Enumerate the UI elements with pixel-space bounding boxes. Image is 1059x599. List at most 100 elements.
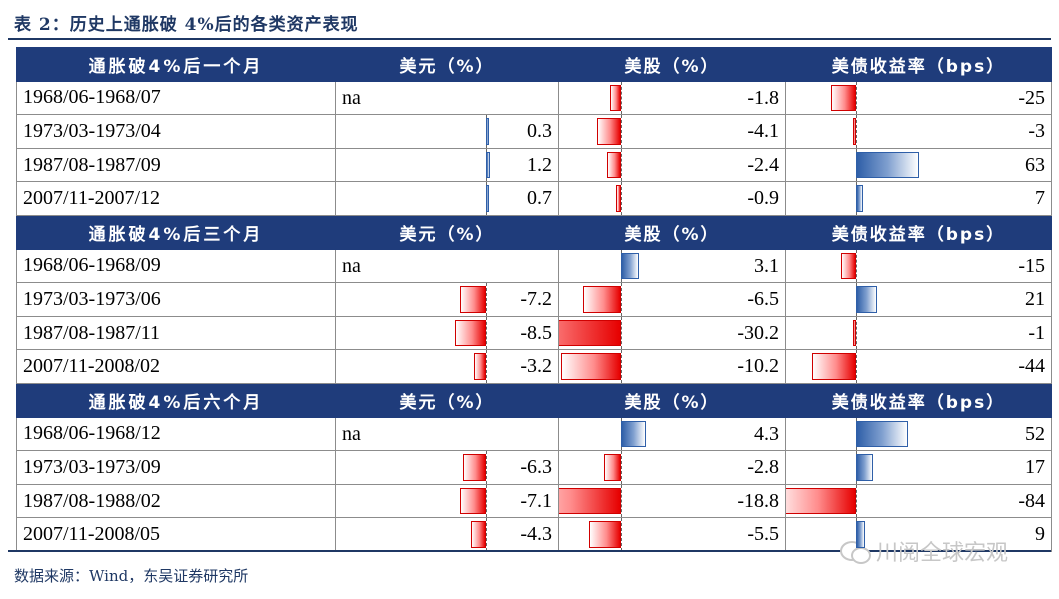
usd-value: -6.3 — [520, 456, 552, 479]
bonds-value: -44 — [1018, 355, 1045, 378]
bonds-cell: 63 — [785, 147, 1052, 183]
header-row: 通胀破4%后三个月 美元（%） 美股（%） 美债收益率（bps） — [16, 214, 1052, 250]
stocks-value: -2.8 — [747, 456, 779, 479]
usd-value: -8.5 — [520, 321, 552, 344]
bonds-value: -25 — [1018, 86, 1045, 109]
bonds-value: 21 — [1025, 288, 1045, 311]
stocks-data-bar — [596, 118, 621, 145]
usd-axis-line — [486, 350, 487, 383]
stocks-axis-line — [621, 115, 622, 148]
usd-axis-line — [486, 485, 487, 517]
period-cell: 1973/03-1973/04 — [16, 114, 336, 149]
usd-value: -7.1 — [520, 489, 552, 512]
stocks-value: 4.3 — [754, 422, 779, 445]
usd-cell: na — [335, 80, 559, 116]
bonds-value: -1 — [1028, 321, 1045, 344]
bottom-rule — [8, 550, 1051, 552]
table-row: 2007/11-2008/05 -4.3 -5.5 9 — [16, 517, 1052, 552]
table-row: 1973/03-1973/09 -6.3 -2.8 17 — [16, 450, 1052, 485]
stocks-data-bar — [606, 151, 621, 179]
usd-data-bar — [460, 286, 486, 313]
stocks-axis-line — [621, 350, 622, 383]
header-usd: 美元（%） — [335, 47, 559, 82]
usd-axis-line — [486, 283, 487, 316]
usd-data-bar — [470, 521, 486, 548]
bonds-cell: -3 — [785, 114, 1052, 149]
table-title: 表 2：历史上通胀破 4%后的各类资产表现 — [14, 15, 359, 35]
stocks-cell: -4.1 — [558, 114, 786, 149]
bonds-data-bar — [853, 319, 856, 347]
period-cell: 1968/06-1968/07 — [16, 80, 336, 116]
bonds-data-bar — [856, 286, 877, 313]
period-cell: 1987/08-1987/11 — [16, 315, 336, 351]
usd-cell: -7.2 — [335, 282, 559, 317]
bonds-axis-line — [856, 82, 857, 114]
bonds-cell: -84 — [785, 483, 1052, 519]
stocks-axis-line — [621, 485, 622, 517]
bonds-cell: -44 — [785, 349, 1052, 384]
stocks-axis-line — [621, 149, 622, 181]
table-row: 1968/06-1968/09 na 3.1 -15 — [16, 248, 1052, 284]
watermark: 川阅全球宏观 — [840, 535, 1008, 567]
bonds-value: -84 — [1018, 489, 1045, 512]
bonds-data-bar — [786, 487, 856, 515]
table-row: 1987/08-1988/02 -7.1 -18.8 -84 — [16, 483, 1052, 519]
usd-value: -7.2 — [520, 288, 552, 311]
header-stocks: 美股（%） — [558, 47, 786, 82]
header-usd: 美元（%） — [335, 382, 559, 418]
table-row: 1987/08-1987/09 1.2 -2.4 63 — [16, 147, 1052, 183]
usd-value: na — [342, 422, 361, 445]
usd-axis-line — [486, 518, 487, 551]
wechat-icon — [840, 539, 871, 564]
source-note: 数据来源：Wind，东吴证券研究所 — [14, 567, 249, 585]
stocks-cell: -1.8 — [558, 80, 786, 116]
stocks-cell: -2.4 — [558, 147, 786, 183]
period-cell: 1987/08-1988/02 — [16, 483, 336, 519]
stocks-data-bar — [588, 521, 621, 548]
bonds-data-bar — [841, 252, 856, 280]
usd-value: -3.2 — [520, 355, 552, 378]
stocks-data-bar — [559, 319, 621, 347]
usd-cell: -8.5 — [335, 315, 559, 351]
bonds-value: -15 — [1018, 254, 1045, 277]
bonds-data-bar — [856, 454, 873, 481]
bonds-value: 17 — [1025, 456, 1045, 479]
usd-axis-line — [486, 317, 487, 349]
header-period: 通胀破4%后三个月 — [16, 214, 336, 250]
usd-data-bar — [486, 185, 489, 212]
usd-cell: -6.3 — [335, 450, 559, 485]
stocks-value: -10.2 — [737, 355, 779, 378]
bonds-data-bar — [856, 420, 908, 448]
bonds-data-bar — [853, 118, 856, 145]
period-cell: 1973/03-1973/06 — [16, 282, 336, 317]
header-period: 通胀破4%后一个月 — [16, 47, 336, 82]
header-bonds: 美债收益率（bps） — [785, 214, 1052, 250]
stocks-cell: 4.3 — [558, 416, 786, 452]
watermark-text: 川阅全球宏观 — [876, 541, 1009, 566]
usd-value: na — [342, 86, 361, 109]
bonds-cell: -15 — [785, 248, 1052, 284]
usd-cell: -7.1 — [335, 483, 559, 519]
bonds-value: 7 — [1035, 187, 1045, 210]
header-stocks: 美股（%） — [558, 214, 786, 250]
bonds-data-bar — [856, 185, 863, 212]
stocks-axis-line — [621, 82, 622, 114]
stocks-cell: 3.1 — [558, 248, 786, 284]
bonds-value: 63 — [1025, 153, 1045, 176]
table-row: 1973/03-1973/04 0.3 -4.1 -3 — [16, 114, 1052, 149]
usd-value: 0.7 — [527, 187, 552, 210]
stocks-value: -5.5 — [747, 523, 779, 546]
usd-value: na — [342, 254, 361, 277]
stocks-data-bar — [560, 353, 621, 380]
stocks-value: 3.1 — [754, 254, 779, 277]
stocks-value: -0.9 — [747, 187, 779, 210]
usd-cell: 1.2 — [335, 147, 559, 183]
bonds-data-bar — [812, 353, 856, 380]
period-cell: 2007/11-2008/05 — [16, 517, 336, 552]
header-bonds: 美债收益率（bps） — [785, 47, 1052, 82]
title-rule — [8, 38, 1051, 40]
bonds-cell: 21 — [785, 282, 1052, 317]
header-usd: 美元（%） — [335, 214, 559, 250]
stocks-cell: -10.2 — [558, 349, 786, 384]
stocks-value: -2.4 — [747, 153, 779, 176]
